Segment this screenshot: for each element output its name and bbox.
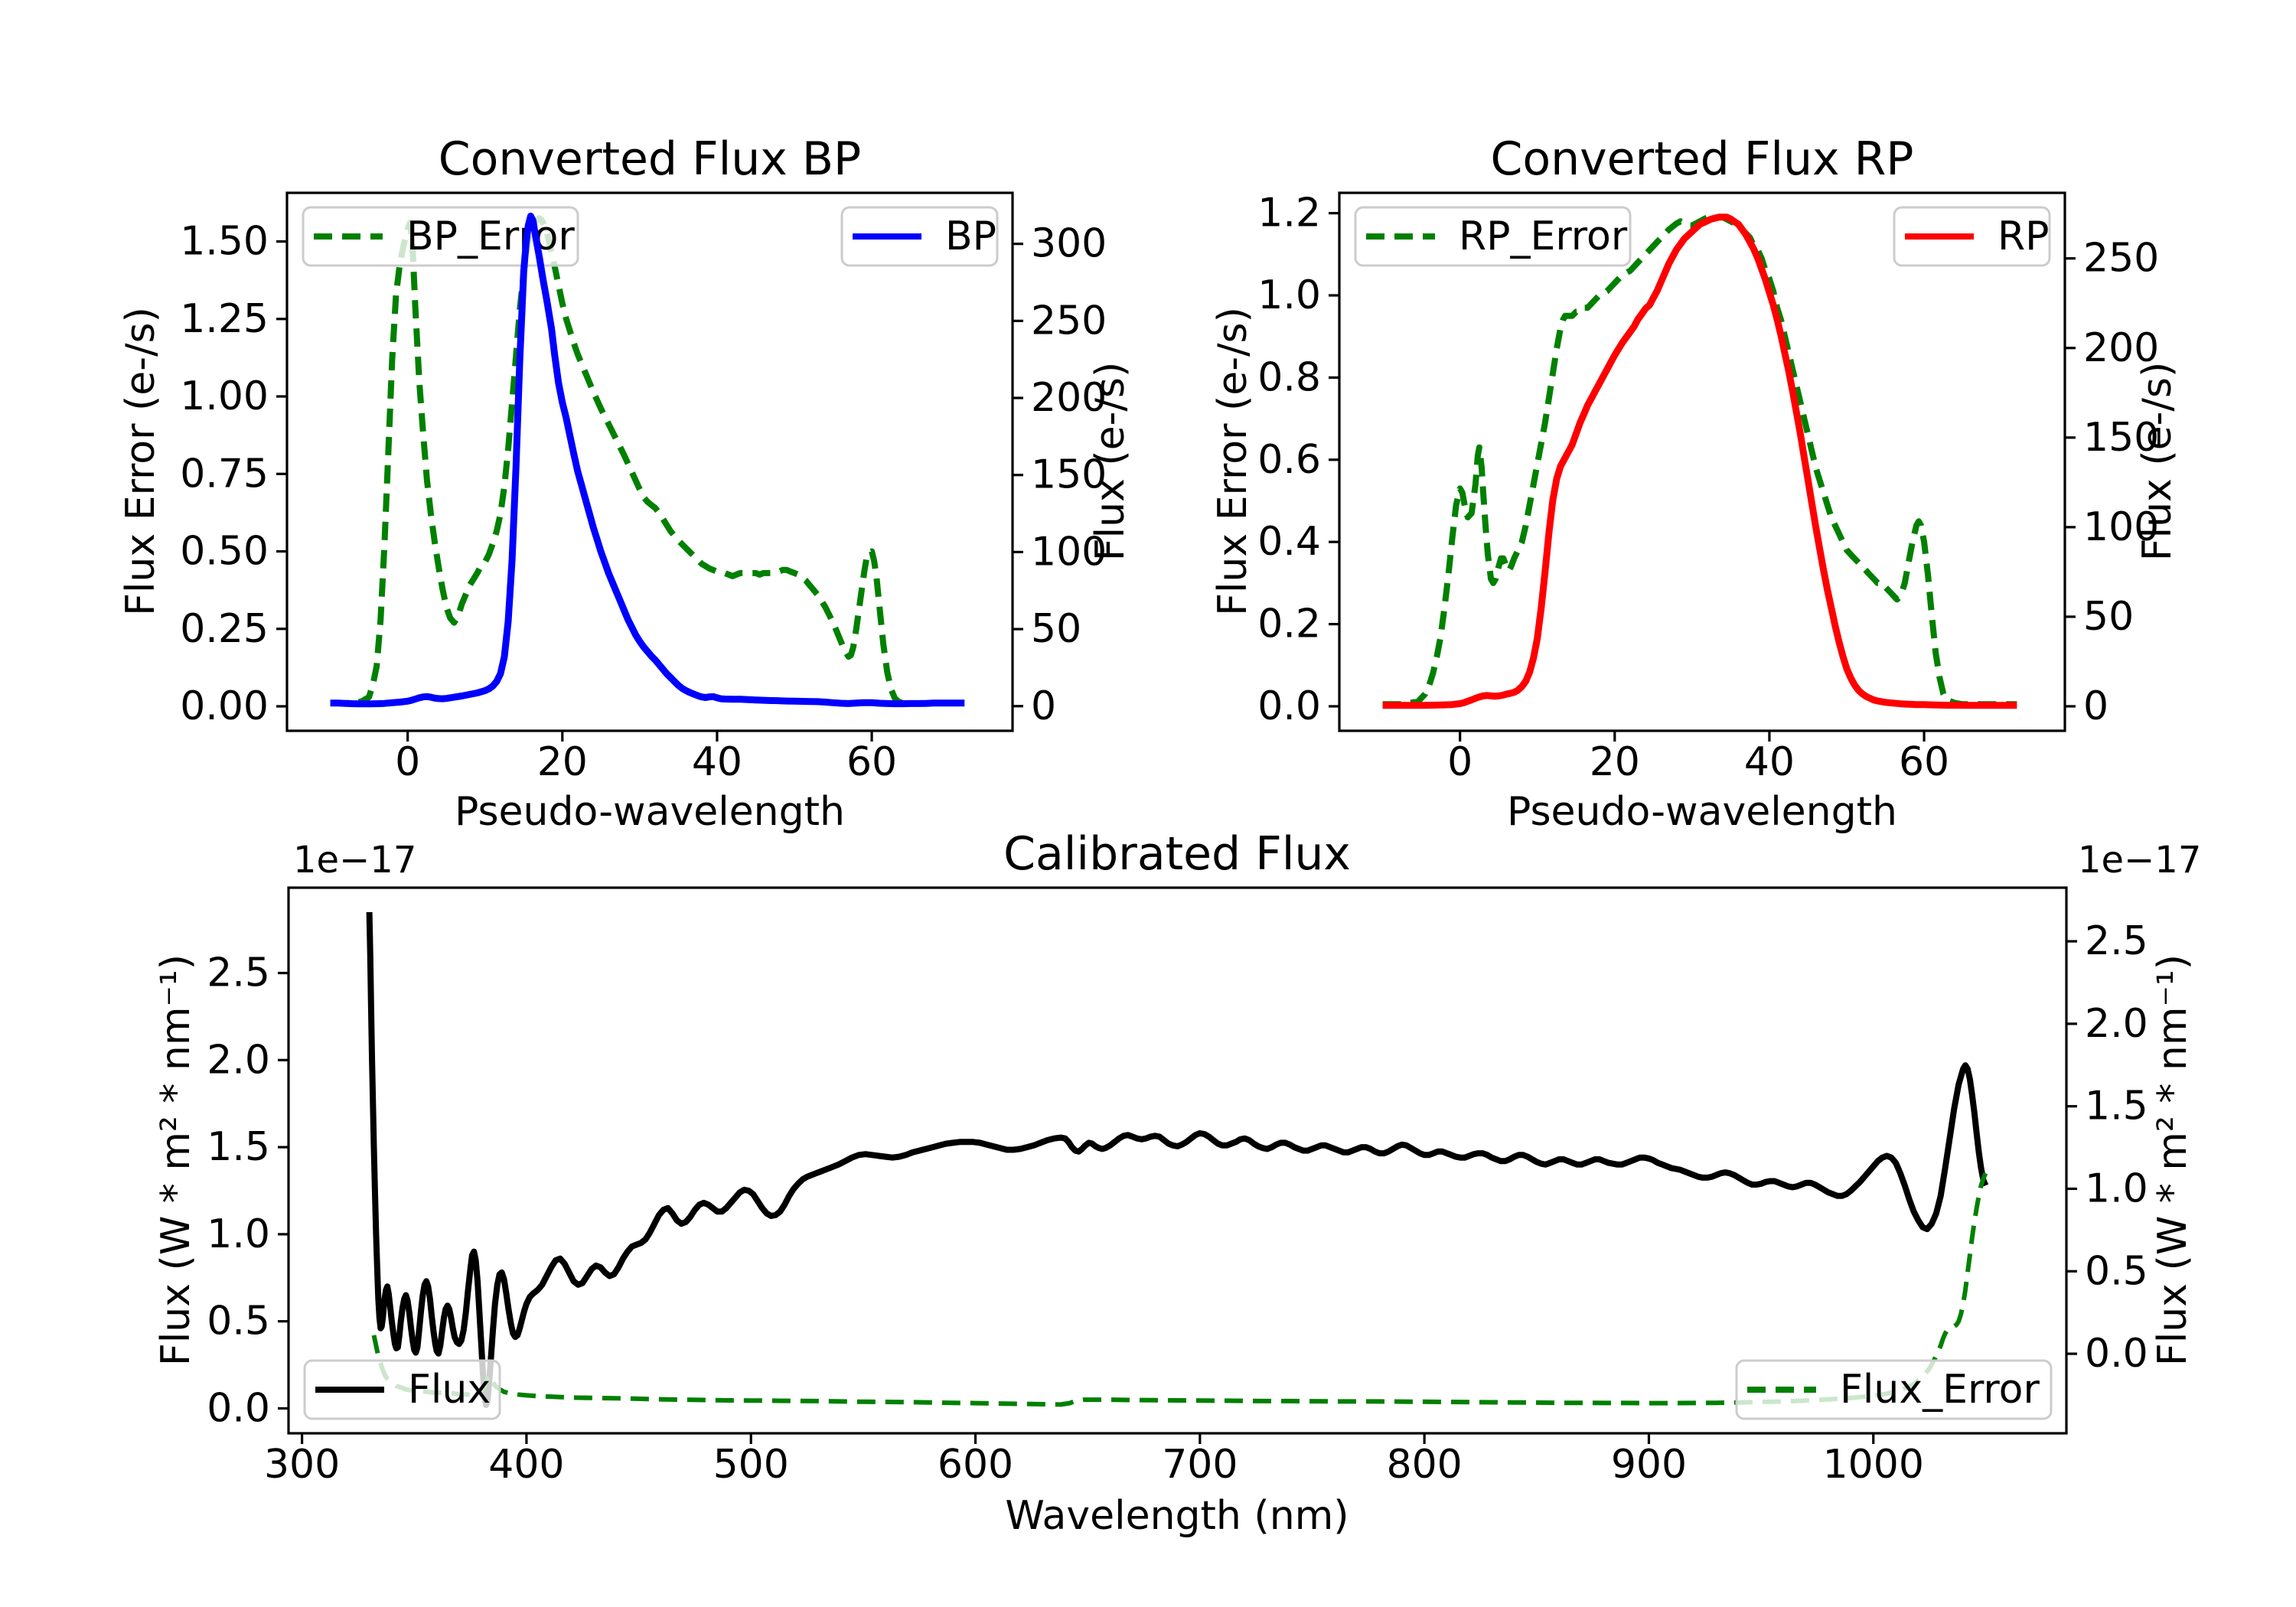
y-left-tick-label: 1.25: [180, 296, 269, 342]
x-tick-label: 600: [938, 1442, 1013, 1488]
y-left-tick-label: 0.5: [207, 1299, 270, 1345]
rp-yaxis-right-label: Flux (e-/s): [2135, 362, 2180, 562]
bp_error-curve: [330, 215, 965, 706]
legend-bp_error: BP_Error: [302, 206, 579, 267]
legend-label-rp_error: RP_Error: [1459, 214, 1628, 259]
bp-xaxis-label: Pseudo-wavelength: [455, 789, 845, 835]
y-left-tick-label: 1.0: [1257, 272, 1321, 318]
legend-flux: Flux: [303, 1359, 501, 1420]
y-left-tick-label: 0.75: [180, 451, 269, 497]
y-right-tick-label: 150: [1031, 452, 1107, 498]
calibrated-yaxis-left-label: Flux (W * m² * nm⁻¹): [153, 954, 199, 1366]
y-left-tick-label: 0.25: [180, 606, 269, 652]
y-right-tick-label: 150: [2083, 415, 2159, 461]
y-right-tick-label: 100: [1031, 529, 1107, 575]
y-left-tick-label: 0.4: [1257, 519, 1321, 565]
y-left-tick-label: 1.50: [180, 219, 269, 265]
y-right-tick-label: 100: [2083, 504, 2159, 550]
rp-yaxis-left-label: Flux Error (e-/s): [1210, 307, 1256, 616]
y-right-tick-label: 250: [1031, 298, 1107, 344]
legend-flux_error: Flux_Error: [1735, 1359, 2053, 1420]
x-tick-label: 1000: [1823, 1442, 1924, 1488]
y-right-tick-label: 2.5: [2085, 918, 2148, 964]
y-left-tick-label: 0.0: [207, 1385, 270, 1431]
y-right-tick-label: 1.0: [2085, 1165, 2148, 1211]
calibrated-yaxis-right-label: Flux (W * m² * nm⁻¹): [2150, 954, 2196, 1366]
flux-curve: [366, 911, 1989, 1408]
calibrated-xaxis-label: Wavelength (nm): [1005, 1493, 1349, 1539]
legend-bp: BP: [840, 206, 999, 267]
calibrated-subplot: Calibrated Flux 1e−17 1e−17 Wavelength (…: [153, 827, 2201, 1539]
y-right-tick-label: 0: [1031, 683, 1056, 729]
y-right-tick-label: 0.5: [2085, 1248, 2148, 1294]
y-left-tick-label: 1.00: [180, 373, 269, 419]
bp-curve: [330, 212, 965, 708]
y-right-tick-label: 1.5: [2085, 1084, 2148, 1129]
y-right-tick-label: 50: [2083, 594, 2134, 640]
y-right-tick-label: 0: [2083, 683, 2108, 729]
y-right-tick-label: 250: [2083, 236, 2159, 282]
y-left-tick-label: 1.0: [207, 1211, 270, 1257]
x-tick-label: 400: [488, 1442, 564, 1488]
x-tick-label: 0: [1447, 739, 1473, 785]
y-left-tick-label: 0.2: [1257, 601, 1321, 647]
x-tick-label: 60: [1899, 739, 1949, 785]
bp-title: Converted Flux BP: [439, 132, 861, 186]
x-tick-label: 300: [264, 1442, 340, 1488]
y-left-tick-label: 1.5: [207, 1124, 270, 1170]
calibrated-title: Calibrated Flux: [1003, 827, 1351, 881]
rp-subplot: Converted Flux RP Pseudo-wavelength Flux…: [1210, 132, 2180, 835]
y-left-tick-label: 0.50: [180, 529, 269, 575]
bp-plot-area: BP_Error BP 0 20 40 60 0.00 0.25 0.50 0.75 1.00 1.2…: [180, 191, 1107, 785]
y-left-tick-label: 0.6: [1257, 437, 1321, 483]
calibrated-offset-left: 1e−17: [293, 839, 416, 882]
y-right-tick-label: 200: [2083, 325, 2159, 371]
y-left-tick-label: 0.0: [1257, 683, 1321, 729]
rp_error-curve: [1382, 214, 2017, 708]
legend-rp_error: RP_Error: [1354, 206, 1632, 267]
calibrated-offset-right: 1e−17: [2078, 839, 2201, 882]
x-tick-label: 40: [1744, 739, 1795, 785]
y-left-tick-label: 2.0: [207, 1037, 270, 1083]
x-tick-label: 20: [1590, 739, 1640, 785]
y-left-tick-label: 2.5: [207, 950, 270, 996]
x-tick-label: 700: [1162, 1442, 1238, 1488]
legend-label-flux_error: Flux_Error: [1840, 1367, 2040, 1413]
rp-xaxis-label: Pseudo-wavelength: [1507, 789, 1897, 835]
x-tick-label: 900: [1611, 1442, 1687, 1488]
y-right-tick-label: 50: [1031, 606, 1081, 652]
legend-label-rp: RP: [1998, 214, 2050, 259]
rp-curve: [1382, 214, 2017, 709]
legend-label-bp: BP: [945, 214, 996, 259]
x-tick-label: 40: [692, 739, 742, 785]
bp-yaxis-left-label: Flux Error (e-/s): [118, 307, 164, 616]
bp-yaxis-right-label: Flux (e-/s): [1088, 362, 1133, 562]
rp-title: Converted Flux RP: [1491, 132, 1914, 186]
bp-subplot: Converted Flux BP Pseudo-wavelength Flux…: [118, 132, 1133, 835]
legend-label-flux: Flux: [408, 1367, 491, 1413]
y-right-tick-label: 0.0: [2085, 1331, 2148, 1377]
y-left-tick-label: 0.8: [1257, 354, 1321, 400]
y-right-tick-label: 2.0: [2085, 1001, 2148, 1047]
y-right-tick-label: 200: [1031, 375, 1107, 421]
x-tick-label: 20: [537, 739, 588, 785]
legend-rp: RP: [1893, 206, 2051, 267]
legend-label-bp_error: BP_Error: [406, 214, 575, 259]
rp-plot-area: RP_Error RP 0 20 40 60 0.0 0.2 0.4 0.6 0.8 1.0 1.2 0 5…: [1257, 191, 2159, 785]
x-tick-label: 500: [713, 1442, 789, 1488]
x-tick-label: 800: [1387, 1442, 1463, 1488]
calibrated-plot-area: Flux Flux_Error 300 400 500 600 700 800 900 1000 0…: [207, 886, 2148, 1488]
y-left-tick-label: 1.2: [1257, 191, 1321, 236]
x-tick-label: 60: [846, 739, 897, 785]
y-left-tick-label: 0.00: [180, 683, 269, 729]
x-tick-label: 0: [395, 739, 420, 785]
y-right-tick-label: 300: [1031, 221, 1107, 267]
